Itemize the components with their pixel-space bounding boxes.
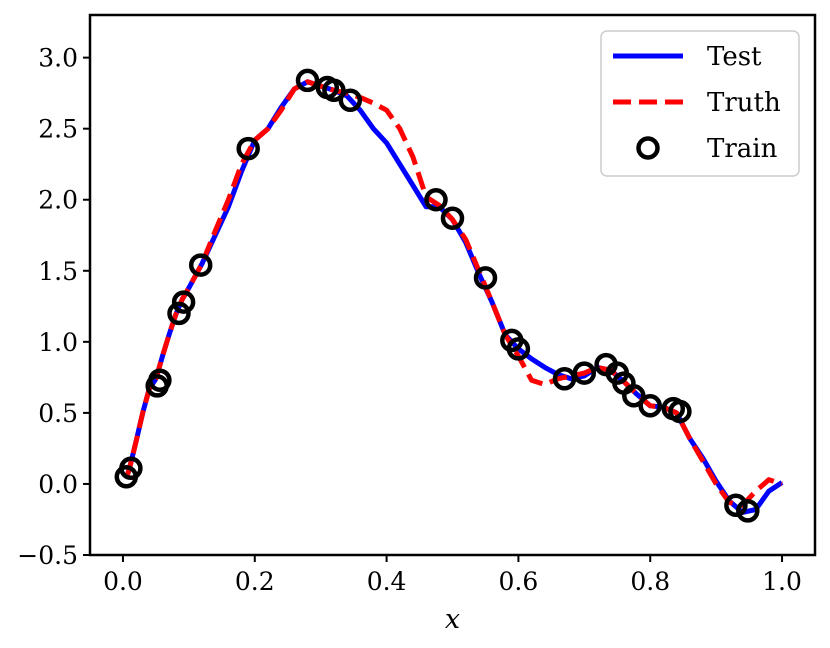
- train-point-3: [148, 368, 172, 392]
- train-point-13: [440, 206, 465, 230]
- train-point-17: [552, 367, 577, 391]
- ticks-layer: 0.0 0.2 0.4 0.6 0.8 1.0 −0.5 0.0 0.5 1.0 1.5 2.0 2.5…: [17, 44, 802, 596]
- x-tick-label: 0.2: [235, 567, 275, 596]
- train-point-27: [736, 499, 760, 523]
- train-point-22: [622, 384, 646, 408]
- train-point-8: [295, 68, 320, 93]
- train-point-14: [473, 266, 498, 290]
- y-tick-label: 2.0: [38, 186, 78, 215]
- plot-area: [114, 68, 784, 523]
- x-tick-label: 0.6: [499, 567, 539, 596]
- train-point-26: [724, 493, 748, 518]
- train-point-12: [424, 187, 448, 212]
- y-tick-label: 1.0: [38, 328, 78, 357]
- legend-label-train: Train: [707, 134, 778, 164]
- y-tick-label: −0.5: [17, 541, 78, 570]
- y-tick-label: 1.5: [38, 257, 78, 286]
- train-point-11: [338, 88, 363, 113]
- train-point-5: [171, 290, 196, 314]
- legend-marker-train: [636, 136, 660, 160]
- legend-label-truth: Truth: [707, 88, 781, 118]
- train-point-23: [638, 394, 662, 418]
- train-point-7: [236, 136, 260, 161]
- axes-frame: [88, 13, 817, 557]
- train-point-4: [167, 301, 191, 326]
- train-point-18: [572, 361, 597, 385]
- train-point-10: [322, 78, 346, 103]
- series-line-truth: [123, 79, 783, 508]
- y-tick-label: 2.5: [38, 115, 78, 144]
- legend: Test Truth Train: [600, 30, 800, 177]
- train-point-16: [506, 337, 531, 361]
- y-tick-label: 3.0: [38, 44, 78, 73]
- x-tick-label: 0.8: [630, 567, 670, 596]
- x-tick-label: 0.0: [103, 567, 143, 596]
- y-tick-label: 0.0: [38, 470, 78, 499]
- legend-label-test: Test: [707, 42, 762, 72]
- x-tick-label: 1.0: [762, 567, 802, 596]
- train-point-6: [188, 253, 213, 277]
- x-axis-title: x: [445, 604, 460, 635]
- x-tick-label: 0.4: [367, 567, 407, 596]
- y-tick-label: 0.5: [38, 399, 78, 428]
- train-point-1: [119, 456, 143, 481]
- train-point-25: [668, 399, 692, 424]
